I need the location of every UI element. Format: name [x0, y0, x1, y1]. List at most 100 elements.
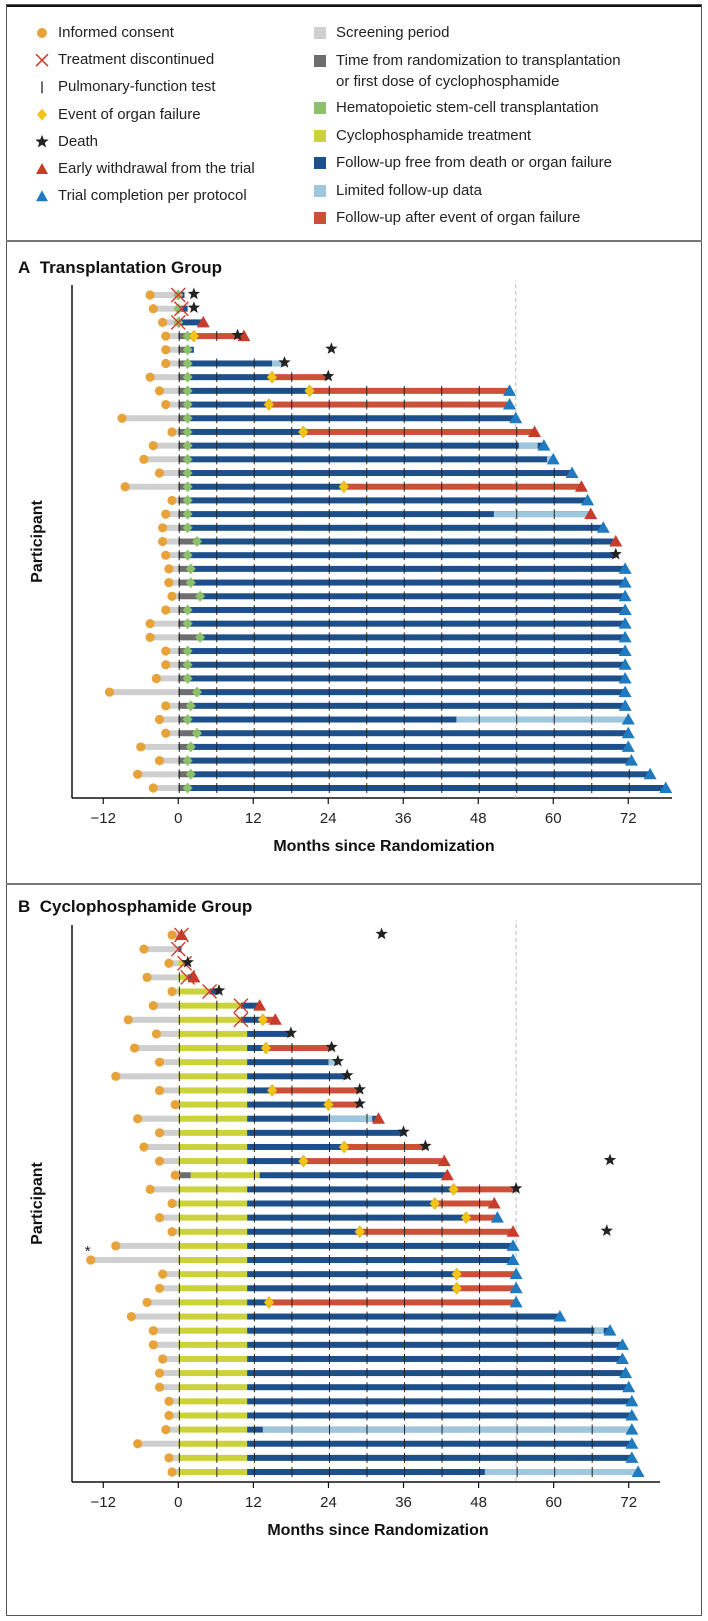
followup-free-bar	[247, 1341, 623, 1348]
screening-bar	[165, 1426, 179, 1433]
completion-marker	[506, 1253, 520, 1266]
legend-label: Follow-up free from death or organ failu…	[336, 154, 612, 171]
screening-bar	[137, 1115, 179, 1122]
hsct-marker	[182, 440, 193, 452]
consent-marker	[145, 632, 155, 642]
followup-free-bar	[187, 401, 269, 408]
followup-free-bar	[247, 1440, 632, 1447]
participant-row	[167, 984, 226, 1000]
participant-row	[154, 1366, 633, 1379]
hsct-marker	[182, 467, 193, 479]
completion-marker	[659, 781, 673, 793]
followup-after-bar	[269, 1299, 517, 1306]
participant-row	[145, 369, 335, 384]
withdrawal-marker	[574, 480, 588, 492]
screening-bar	[165, 346, 179, 353]
consent-marker	[167, 1198, 177, 1209]
consent-marker	[154, 468, 165, 478]
followup-free-bar	[247, 1313, 560, 1320]
followup-free-bar	[247, 1454, 632, 1461]
participant-row	[151, 1026, 298, 1039]
x-tick-label: 36	[395, 810, 412, 827]
withdrawal-icon	[36, 163, 48, 174]
death-marker	[603, 1153, 617, 1166]
limited-followup-bar	[518, 442, 538, 449]
completion-marker	[553, 1310, 567, 1322]
followup-free-bar	[190, 743, 629, 750]
discontinued-marker	[233, 998, 249, 1014]
cyclophosphamide-bar	[178, 1087, 248, 1094]
completion-marker	[509, 1281, 523, 1294]
followup-free-bar	[247, 1285, 457, 1292]
screening-bar	[156, 1030, 179, 1037]
followup-after-bar	[272, 374, 329, 381]
chart-panel-a: −12 0 12 24 36 48 60 72 Months since Randomizati…	[29, 280, 673, 855]
death-marker	[187, 287, 201, 300]
followup-after-bar	[303, 1158, 445, 1165]
completion-marker	[618, 671, 632, 684]
participant-row	[164, 955, 194, 971]
participant-row	[154, 1281, 523, 1295]
completion-marker	[509, 1295, 523, 1308]
death-marker	[331, 1054, 344, 1067]
x-tick-label: 72	[620, 810, 637, 827]
followup-free-bar	[247, 1271, 457, 1278]
hsct-marker	[182, 344, 193, 356]
panel-a-title: A Transplantation Group	[18, 258, 222, 278]
participant-row	[123, 1012, 282, 1028]
hsct-marker	[185, 768, 196, 780]
organ-event-marker	[297, 425, 309, 439]
cyclophosphamide-bar	[178, 1341, 248, 1348]
x-tick-label: 24	[320, 1494, 337, 1511]
screening-bar	[159, 1129, 179, 1136]
consent-marker	[161, 646, 171, 656]
completion-marker	[643, 767, 657, 780]
participant-row	[161, 328, 251, 343]
discontinued-marker	[233, 1012, 249, 1028]
consent-marker	[158, 317, 168, 327]
panel-b-letter: B	[18, 897, 31, 916]
panel-b-title: B Cyclophosphamide Group	[18, 897, 252, 917]
screening-bar	[162, 319, 179, 326]
followup-after-bar	[309, 387, 510, 394]
followup-free-bar	[197, 538, 616, 545]
participant-row	[167, 927, 388, 943]
completion-marker	[618, 658, 632, 670]
consent-marker	[148, 441, 158, 451]
completion-marker	[503, 398, 516, 410]
x-tick-label: 24	[320, 810, 337, 827]
participant-row	[161, 644, 632, 657]
participant-row	[164, 1394, 639, 1407]
hsct-swatch	[314, 102, 326, 114]
participant-row	[154, 1082, 366, 1097]
limited-followup-bar	[484, 1469, 639, 1475]
followup-free-bar	[187, 648, 626, 655]
organ-event-marker	[304, 384, 315, 398]
followup-after-bar	[193, 333, 244, 340]
cyclophosphamide-bar	[178, 960, 185, 967]
followup-free-bar	[190, 565, 626, 572]
participant-row	[126, 1310, 567, 1322]
panel-a-title-text: Transplantation Group	[39, 258, 223, 277]
followup-after-bar	[359, 1228, 513, 1235]
panel-a-letter: A	[18, 258, 31, 277]
followup-free-bar	[247, 1045, 266, 1052]
death-marker	[509, 1181, 523, 1194]
death-marker	[231, 328, 244, 341]
hsct-marker	[182, 522, 193, 534]
consent-marker	[161, 728, 171, 738]
death-marker	[600, 1224, 613, 1236]
participant-row	[164, 576, 632, 589]
followup-free-bar	[187, 374, 272, 381]
participant-row	[111, 1239, 520, 1251]
followup-free-bar	[247, 1087, 273, 1094]
death-marker	[325, 1040, 338, 1053]
rand-to-tx-bar	[178, 565, 191, 572]
organ-event-marker	[263, 398, 275, 411]
limited-followup-bar	[594, 1327, 604, 1334]
hsct-marker	[195, 590, 206, 602]
limited-followup-bar	[493, 511, 591, 518]
followup-free-bar	[247, 1143, 345, 1150]
completion-marker	[546, 452, 560, 465]
consent-marker	[164, 1410, 174, 1421]
